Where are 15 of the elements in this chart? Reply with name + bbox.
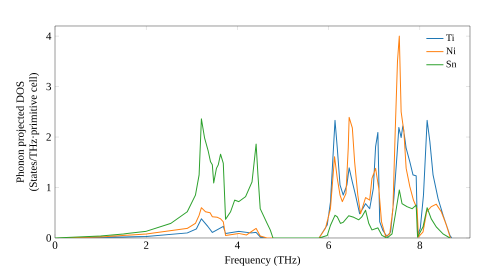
y-axis-title: Phonon projected DOS (States/THz·primitive cell): [16, 73, 40, 191]
x-tick-label: 6: [326, 242, 332, 249]
y-tick-label: 3: [46, 82, 52, 90]
x-tick-label: 0: [52, 242, 58, 249]
legend-label: Ni: [446, 48, 456, 54]
x-axis-title: Frequency (THz): [224, 256, 300, 266]
y-tick-label: 2: [46, 133, 51, 141]
x-tick-label: 4: [234, 242, 240, 249]
x-tick-label: 8: [418, 242, 422, 249]
x-tick-label: 2: [144, 242, 148, 249]
y-tick-label: 1: [46, 184, 51, 192]
y-tick-label: 0: [46, 234, 52, 242]
legend-label: Ti: [446, 34, 454, 42]
y-tick-label: 4: [46, 32, 52, 40]
legend-label: Sn: [446, 60, 456, 68]
